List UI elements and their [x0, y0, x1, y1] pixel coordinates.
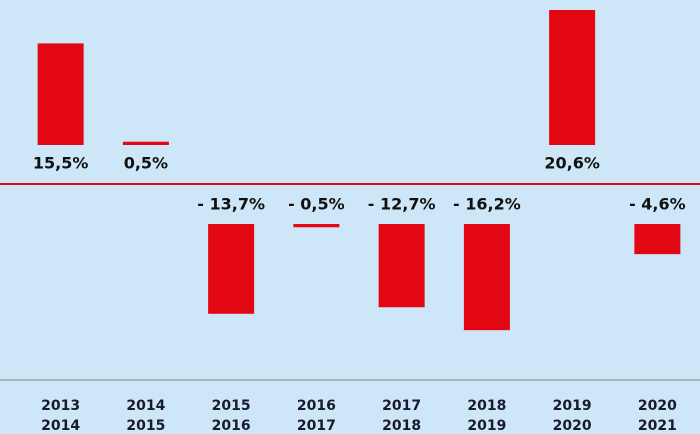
x-tick-label: 2018 — [467, 398, 506, 414]
x-tick-label: 2014 — [41, 418, 80, 434]
value-label: - 13,7% — [197, 195, 265, 214]
bar — [122, 141, 169, 145]
x-tick-label: 2021 — [638, 418, 677, 434]
x-tick-label: 2020 — [638, 398, 677, 414]
value-label: 20,6% — [544, 154, 600, 173]
value-label: 0,5% — [124, 154, 168, 173]
x-tick-label: 2016 — [297, 398, 336, 414]
bar — [549, 10, 596, 145]
value-label: - 4,6% — [629, 195, 686, 214]
bar — [378, 224, 425, 308]
bar — [208, 224, 255, 314]
x-tick-label: 2019 — [467, 418, 506, 434]
x-tick-label: 2013 — [41, 398, 80, 414]
bar — [634, 224, 681, 255]
bar — [37, 43, 84, 145]
x-tick-label: 2017 — [382, 398, 421, 414]
x-tick-label: 2014 — [126, 398, 165, 414]
value-label: - 0,5% — [288, 195, 345, 214]
x-tick-label: 2017 — [297, 418, 336, 434]
value-label: 15,5% — [33, 154, 89, 173]
value-label: - 12,7% — [368, 195, 436, 214]
bar — [463, 224, 510, 331]
x-tick-label: 2015 — [212, 398, 251, 414]
x-tick-label: 2018 — [382, 418, 421, 434]
x-tick-label: 2019 — [553, 398, 592, 414]
x-tick-label: 2015 — [126, 418, 165, 434]
bar — [293, 224, 340, 228]
x-tick-label: 2020 — [553, 418, 592, 434]
x-tick-label: 2016 — [212, 418, 251, 434]
value-label: - 16,2% — [453, 195, 521, 214]
